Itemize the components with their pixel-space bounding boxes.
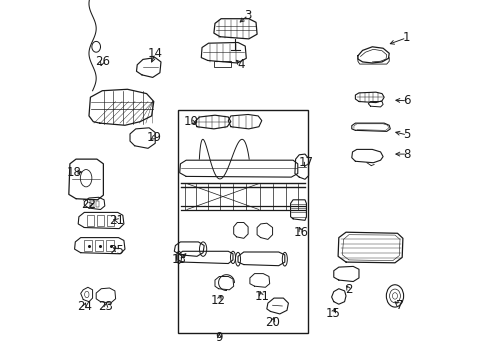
Text: 13: 13 [171, 253, 186, 266]
Text: 22: 22 [81, 198, 96, 211]
Text: 11: 11 [254, 291, 269, 303]
Bar [107, 215, 114, 226]
Text: 12: 12 [211, 294, 225, 307]
Text: 6: 6 [403, 94, 410, 107]
Text: 5: 5 [403, 129, 410, 141]
Text: 15: 15 [325, 307, 340, 320]
Text: 24: 24 [77, 300, 92, 313]
Text: 20: 20 [264, 316, 280, 329]
Bar [106, 240, 114, 251]
Text: 18: 18 [67, 166, 82, 179]
Bar [213, 61, 231, 67]
Text: 8: 8 [403, 148, 410, 161]
Text: 25: 25 [109, 244, 124, 257]
Bar [95, 240, 103, 251]
Text: 9: 9 [215, 331, 223, 344]
Text: 4: 4 [237, 58, 244, 71]
Bar [87, 215, 94, 226]
Text: 3: 3 [244, 9, 251, 22]
Bar [96, 201, 99, 207]
Text: 14: 14 [147, 47, 163, 60]
Text: 10: 10 [183, 115, 198, 128]
Bar [84, 240, 92, 251]
Bar [90, 201, 94, 207]
Text: 1: 1 [402, 31, 409, 44]
Text: 7: 7 [395, 299, 402, 312]
Text: 16: 16 [293, 226, 308, 239]
Bar [178, 110, 307, 333]
Text: 19: 19 [146, 131, 161, 144]
Text: 21: 21 [109, 214, 124, 227]
Text: 23: 23 [98, 300, 113, 313]
Bar [97, 215, 104, 226]
Text: 17: 17 [298, 156, 313, 169]
Text: 26: 26 [95, 55, 110, 68]
Text: 2: 2 [345, 283, 352, 296]
